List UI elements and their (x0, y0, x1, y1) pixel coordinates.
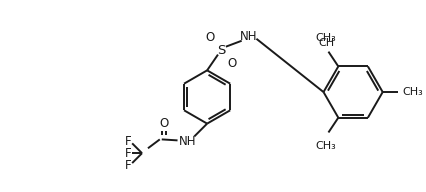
Text: CH₃: CH₃ (403, 87, 423, 97)
Text: F: F (125, 159, 132, 171)
Text: F: F (125, 135, 132, 148)
Text: CH: CH (318, 38, 334, 48)
Text: NH: NH (178, 135, 196, 148)
Text: O: O (159, 117, 168, 130)
Text: F: F (125, 147, 132, 160)
Text: CH₃: CH₃ (315, 141, 336, 151)
Text: CH₃: CH₃ (315, 33, 336, 43)
Text: NH: NH (240, 30, 257, 43)
Text: O: O (227, 57, 236, 70)
Text: O: O (205, 31, 215, 44)
Text: S: S (217, 44, 225, 57)
